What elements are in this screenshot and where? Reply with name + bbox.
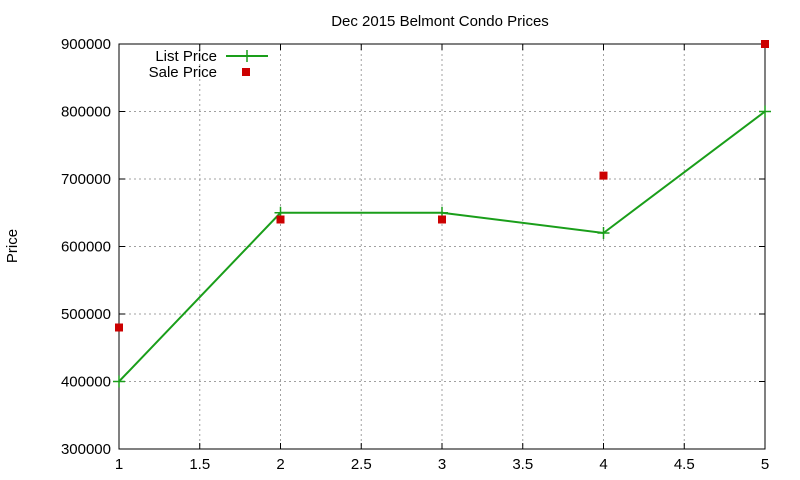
legend-marker-list-price (241, 50, 253, 62)
x-tick-label: 4.5 (674, 456, 695, 473)
x-tick-label: 4 (599, 456, 607, 473)
y-tick-label: 600000 (61, 239, 111, 256)
x-tick-label: 2.5 (351, 456, 372, 473)
y-tick-label: 400000 (61, 374, 111, 391)
grid (119, 44, 765, 449)
list-price-point (113, 375, 125, 388)
x-tick-label: 3.5 (512, 456, 533, 473)
list-price-point (759, 105, 771, 118)
x-tick-label: 1.5 (189, 456, 210, 473)
x-tick-label: 2 (276, 456, 284, 473)
list-price-point (597, 227, 610, 239)
sale-price-point (276, 215, 285, 224)
legend-label-sale-price: Sale Price (149, 64, 217, 81)
y-tick-label: 800000 (61, 104, 111, 121)
legend-marker-sale-price (242, 68, 250, 76)
x-tick-label: 1 (115, 456, 123, 473)
legend: List Price Sale Price (149, 48, 268, 81)
sale-price-point (438, 215, 446, 224)
y-tick-label: 500000 (61, 306, 111, 323)
y-tick-label: 900000 (61, 36, 111, 53)
sale-price-point (761, 40, 769, 48)
x-tick-label: 3 (438, 456, 446, 473)
y-tick-label: 300000 (61, 441, 111, 458)
sale-price-point (115, 323, 123, 332)
axis-ticks: 1 1.5 2 2.5 3 3.5 4 4.5 5 300000 400000 500000 60000… (61, 36, 769, 473)
y-axis-label: Price (4, 229, 21, 263)
y-tick-label: 700000 (61, 171, 111, 188)
legend-label-list-price: List Price (155, 48, 217, 65)
series-layer (113, 40, 771, 388)
x-tick-label: 5 (761, 456, 769, 473)
chart-title: Dec 2015 Belmont Condo Prices (331, 13, 549, 30)
sale-price-point (599, 171, 608, 180)
